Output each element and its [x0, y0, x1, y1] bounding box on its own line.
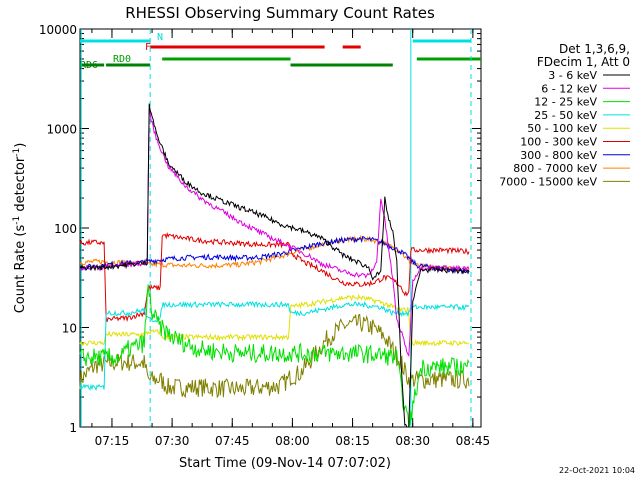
legend-label: 6 - 12 keV — [541, 82, 597, 95]
legend-header-line2: FDecim 1, Att 0 — [537, 55, 630, 69]
y-tick-label: 1000 — [46, 123, 77, 137]
y-axis-label-sup1: -1 — [12, 216, 22, 225]
status-label-rd0: RD0 — [113, 54, 131, 65]
legend-label: 800 - 7000 keV — [513, 162, 597, 175]
legend: Det 1,3,6,9, FDecim 1, Att 0 3 - 6 keV6 … — [499, 42, 630, 188]
series-lines — [79, 103, 470, 428]
time-markers — [80, 29, 472, 427]
chart-title: RHESSI Observing Summary Count Rates — [125, 4, 435, 22]
status-label-n: N — [157, 32, 163, 43]
legend-label: 25 - 50 keV — [534, 109, 597, 122]
axis-ticks — [80, 28, 481, 428]
y-tick-labels: 1 10 100 1000 10000 — [39, 23, 77, 435]
x-tick-labels: 07:15 07:30 07:45 08:00 08:15 08:30 08:45 — [95, 434, 490, 448]
x-tick-label: 08:30 — [395, 434, 430, 448]
x-axis-label: Start Time (09-Nov-14 07:07:02) — [179, 456, 391, 471]
legend-label: 12 - 25 keV — [534, 96, 597, 109]
series-line — [79, 103, 470, 428]
y-tick-label: 1 — [69, 421, 77, 435]
y-tick-label: 10000 — [39, 23, 77, 37]
legend-label: 100 - 300 keV — [520, 136, 597, 149]
x-tick-label: 07:30 — [155, 434, 190, 448]
y-axis-label-mid: detector — [13, 156, 28, 216]
y-axis-label-sup2: -1 — [12, 148, 22, 157]
status-label-rd6: RD6 — [80, 60, 98, 71]
legend-label: 7000 - 15000 keV — [499, 175, 597, 188]
legend-label: 3 - 6 keV — [548, 69, 597, 82]
series-line — [79, 313, 470, 399]
legend-header-line1: Det 1,3,6,9, — [559, 42, 630, 56]
status-bars: NF RD0 RD6 — [80, 32, 481, 71]
legend-label: 50 - 100 keV — [527, 122, 597, 135]
plot-area-frame — [79, 28, 482, 428]
footer-date: 22-Oct-2021 10:04 — [559, 466, 635, 475]
x-tick-label: 08:45 — [456, 434, 491, 448]
y-axis-label-end: ) — [13, 143, 28, 148]
y-axis-label-main: Count Rate (s — [13, 225, 28, 314]
x-tick-label: 07:15 — [95, 434, 130, 448]
y-tick-label: 10 — [62, 322, 77, 336]
y-axis-label: Count Rate (s-1 detector-1) — [12, 143, 28, 314]
y-tick-label: 100 — [54, 222, 77, 236]
x-tick-label: 08:00 — [275, 434, 310, 448]
legend-label: 300 - 800 keV — [520, 149, 597, 162]
x-tick-label: 08:15 — [335, 434, 370, 448]
x-tick-label: 07:45 — [215, 434, 250, 448]
status-label-f: F — [145, 42, 151, 53]
series-line — [79, 300, 470, 392]
